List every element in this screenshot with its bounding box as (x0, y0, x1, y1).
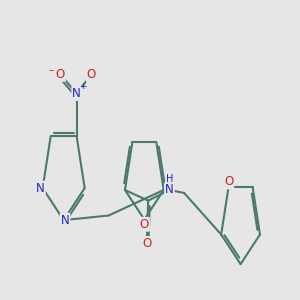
Text: O: O (87, 68, 96, 81)
Text: O: O (224, 176, 233, 188)
Text: O: O (56, 68, 65, 81)
Text: H: H (166, 174, 173, 184)
Text: N: N (165, 184, 174, 196)
Text: O: O (142, 237, 152, 250)
Text: –: – (49, 65, 54, 75)
Text: N: N (61, 214, 70, 226)
Text: N: N (36, 182, 45, 195)
Text: N: N (72, 87, 81, 100)
Text: +: + (79, 82, 87, 91)
Text: O: O (140, 218, 149, 231)
